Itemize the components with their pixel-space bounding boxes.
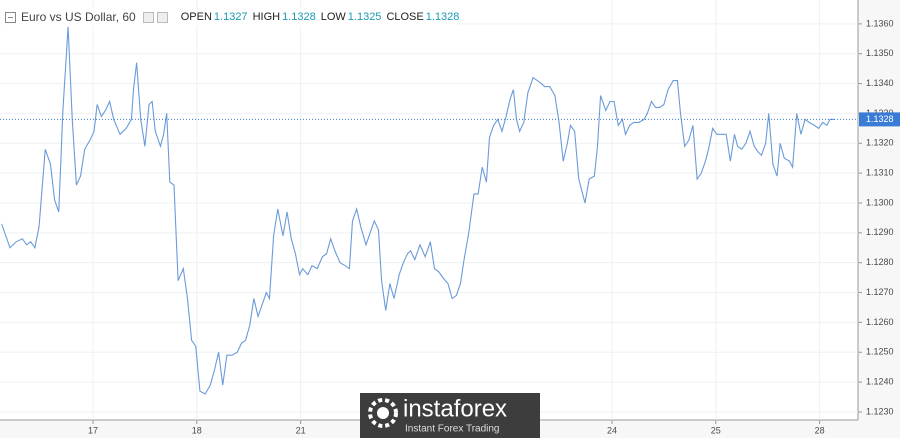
y-tick-label: 1.1260	[866, 317, 894, 327]
y-tick-label: 1.1360	[866, 18, 894, 28]
ohlc-value: 1.1328	[425, 11, 460, 23]
y-tick-label: 1.1250	[866, 347, 894, 357]
y-tick-label: 1.1290	[866, 227, 894, 237]
watermark-box	[360, 393, 540, 438]
x-tick-label: 28	[815, 425, 825, 435]
y-tick-label: 1.1240	[866, 376, 894, 386]
x-tick-label: 21	[296, 425, 306, 435]
ohlc-label: CLOSE	[386, 11, 424, 23]
watermark-logo	[368, 398, 398, 428]
x-tick-label: 25	[711, 425, 721, 435]
ohlc-value: 1.1328	[282, 11, 316, 23]
legend: Euro vs US Dollar, 60 OPEN 1.1327 HIGH 1.13…	[2, 8, 460, 26]
y-tick-label: 1.1320	[866, 138, 894, 148]
last-price-box	[859, 112, 900, 127]
collapse-icon[interactable]	[5, 11, 16, 23]
price-line	[1, 26, 836, 395]
price-axis	[858, 0, 900, 438]
y-tick-label: 1.1270	[866, 287, 894, 297]
x-tick-label: 18	[192, 425, 202, 435]
watermark: instaforex Instant Forex Trading	[360, 393, 540, 438]
watermark-logo-core	[377, 407, 389, 419]
ohlc-value: 1.1325	[347, 11, 382, 23]
watermark-brand: instaforex	[403, 395, 507, 422]
y-tick-label: 1.1340	[866, 78, 894, 88]
last-price-label: 1.1328	[866, 114, 894, 124]
grid	[0, 0, 858, 420]
plot-area	[0, 0, 858, 420]
y-tick-label: 1.1280	[866, 257, 894, 267]
axes: 1.1230 1.1240 1.1250 1.1260 1.1270 1.1280 1.12…	[88, 18, 900, 435]
ohlc-label: HIGH	[252, 11, 281, 23]
ohlc: OPEN 1.1327 HIGH 1.1328 LOW 1.1325 CLOSE 1.1328	[176, 11, 460, 23]
y-tick-label: 1.1310	[866, 168, 894, 178]
ohlc-label: OPEN	[180, 11, 212, 23]
y-tick-label: 1.1300	[866, 197, 894, 207]
settings-icon[interactable]	[142, 11, 154, 23]
close-icon[interactable]	[156, 11, 168, 23]
x-tick-label: 24	[607, 425, 617, 435]
x-tick-label: 17	[88, 425, 98, 435]
symbol-title: Euro vs US Dollar, 60	[21, 10, 136, 24]
watermark-tagline: Instant Forex Trading	[405, 424, 500, 435]
ohlc-label: LOW	[320, 11, 346, 23]
ohlc-value: 1.1327	[213, 11, 248, 23]
y-tick-label: 1.1350	[866, 48, 894, 58]
y-tick-label: 1.1230	[866, 406, 894, 416]
plot	[0, 26, 858, 395]
